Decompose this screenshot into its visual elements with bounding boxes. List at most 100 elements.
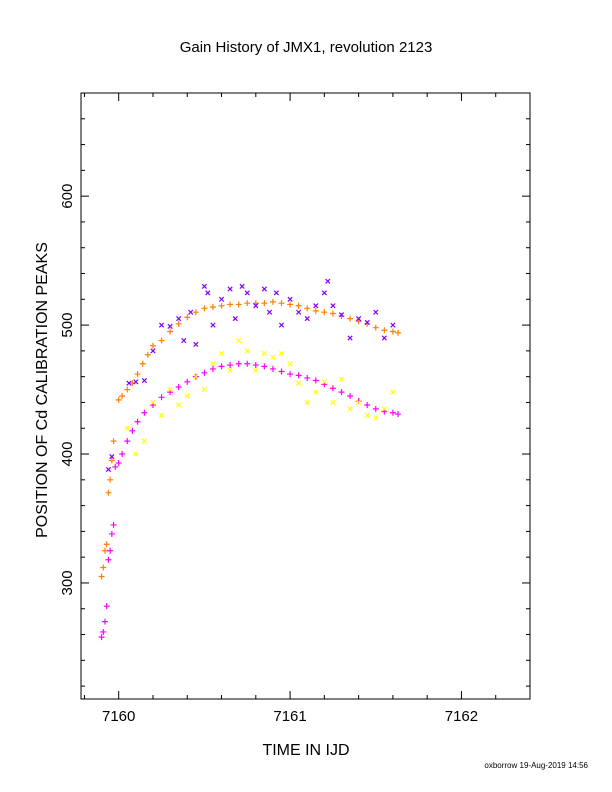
data-point <box>338 376 345 382</box>
data-point <box>98 573 105 580</box>
data-point <box>227 367 233 373</box>
data-point <box>261 300 268 307</box>
data-point <box>107 547 114 554</box>
data-point <box>149 342 156 349</box>
data-point <box>158 337 165 344</box>
data-point <box>101 618 108 625</box>
data-point <box>124 386 131 393</box>
data-point <box>266 309 273 315</box>
chart-title: Gain History of JMX1, revolution 2123 <box>180 39 433 56</box>
data-point <box>313 303 319 309</box>
data-point <box>287 371 294 378</box>
data-point <box>167 328 174 335</box>
data-point <box>338 312 345 318</box>
series-3 <box>124 337 396 457</box>
data-point <box>244 360 251 367</box>
x-tick-label: 7161 <box>273 708 306 725</box>
data-point <box>329 385 336 392</box>
data-point <box>100 564 107 571</box>
data-point <box>312 377 319 384</box>
data-point <box>103 541 110 548</box>
data-point <box>139 360 146 367</box>
data-point <box>141 377 148 384</box>
x-tick-label: 7160 <box>102 708 135 725</box>
data-point <box>201 283 208 290</box>
data-point <box>395 329 402 336</box>
data-point <box>101 547 108 554</box>
data-point <box>158 394 165 401</box>
data-point <box>356 399 362 406</box>
x-tick-label: 7162 <box>445 708 478 725</box>
data-point <box>338 389 345 396</box>
data-point <box>278 368 285 375</box>
data-point <box>261 286 267 292</box>
data-point <box>287 301 294 308</box>
data-point <box>134 418 141 425</box>
series-0 <box>98 298 402 580</box>
data-point <box>210 322 216 328</box>
data-point <box>227 362 234 369</box>
data-point <box>252 362 259 369</box>
data-points <box>98 278 402 641</box>
data-point <box>321 290 327 296</box>
data-point <box>188 309 194 315</box>
data-point <box>192 309 199 316</box>
data-point <box>372 324 379 331</box>
data-point <box>278 300 285 307</box>
data-point <box>129 427 136 434</box>
data-point <box>244 300 251 307</box>
x-axis-label: TIME IN IJD <box>262 742 349 759</box>
series-2 <box>98 360 402 641</box>
data-point <box>390 389 396 395</box>
data-point <box>304 316 310 322</box>
data-point <box>108 457 115 464</box>
series-1 <box>105 278 396 473</box>
data-point <box>395 411 402 418</box>
data-point <box>347 406 353 412</box>
data-point <box>296 380 302 386</box>
data-point <box>235 360 242 367</box>
data-point <box>239 283 245 290</box>
data-point <box>253 303 259 309</box>
data-point <box>372 405 379 412</box>
data-point <box>167 323 173 329</box>
data-point <box>193 341 199 348</box>
y-tick-label: 600 <box>59 184 76 209</box>
data-point <box>218 363 225 370</box>
data-point <box>167 386 173 393</box>
data-point <box>176 316 182 322</box>
data-point <box>296 309 302 315</box>
data-point <box>144 351 151 358</box>
data-point <box>295 372 302 379</box>
data-point <box>390 322 396 328</box>
data-point <box>381 335 387 341</box>
data-point <box>209 365 216 372</box>
data-point <box>218 296 225 302</box>
data-point <box>244 290 250 296</box>
data-point <box>184 393 190 399</box>
data-point <box>201 369 208 376</box>
data-point <box>193 374 199 380</box>
data-point <box>295 302 302 309</box>
data-point <box>347 315 354 322</box>
data-point <box>321 309 328 316</box>
data-point <box>201 386 208 393</box>
data-point <box>124 425 130 431</box>
y-tick-label: 500 <box>59 313 76 338</box>
data-point <box>175 320 182 327</box>
data-point <box>115 396 122 403</box>
data-point <box>150 399 156 406</box>
data-point <box>287 296 293 302</box>
data-point <box>278 350 285 357</box>
data-point <box>364 319 370 326</box>
data-point <box>141 409 148 416</box>
data-point <box>181 337 187 344</box>
data-point <box>236 337 242 344</box>
data-point <box>115 460 122 467</box>
data-point <box>329 310 336 317</box>
data-point <box>364 412 370 418</box>
data-point <box>150 348 156 354</box>
data-point <box>232 316 238 322</box>
data-point <box>119 393 126 399</box>
data-point <box>108 530 115 537</box>
